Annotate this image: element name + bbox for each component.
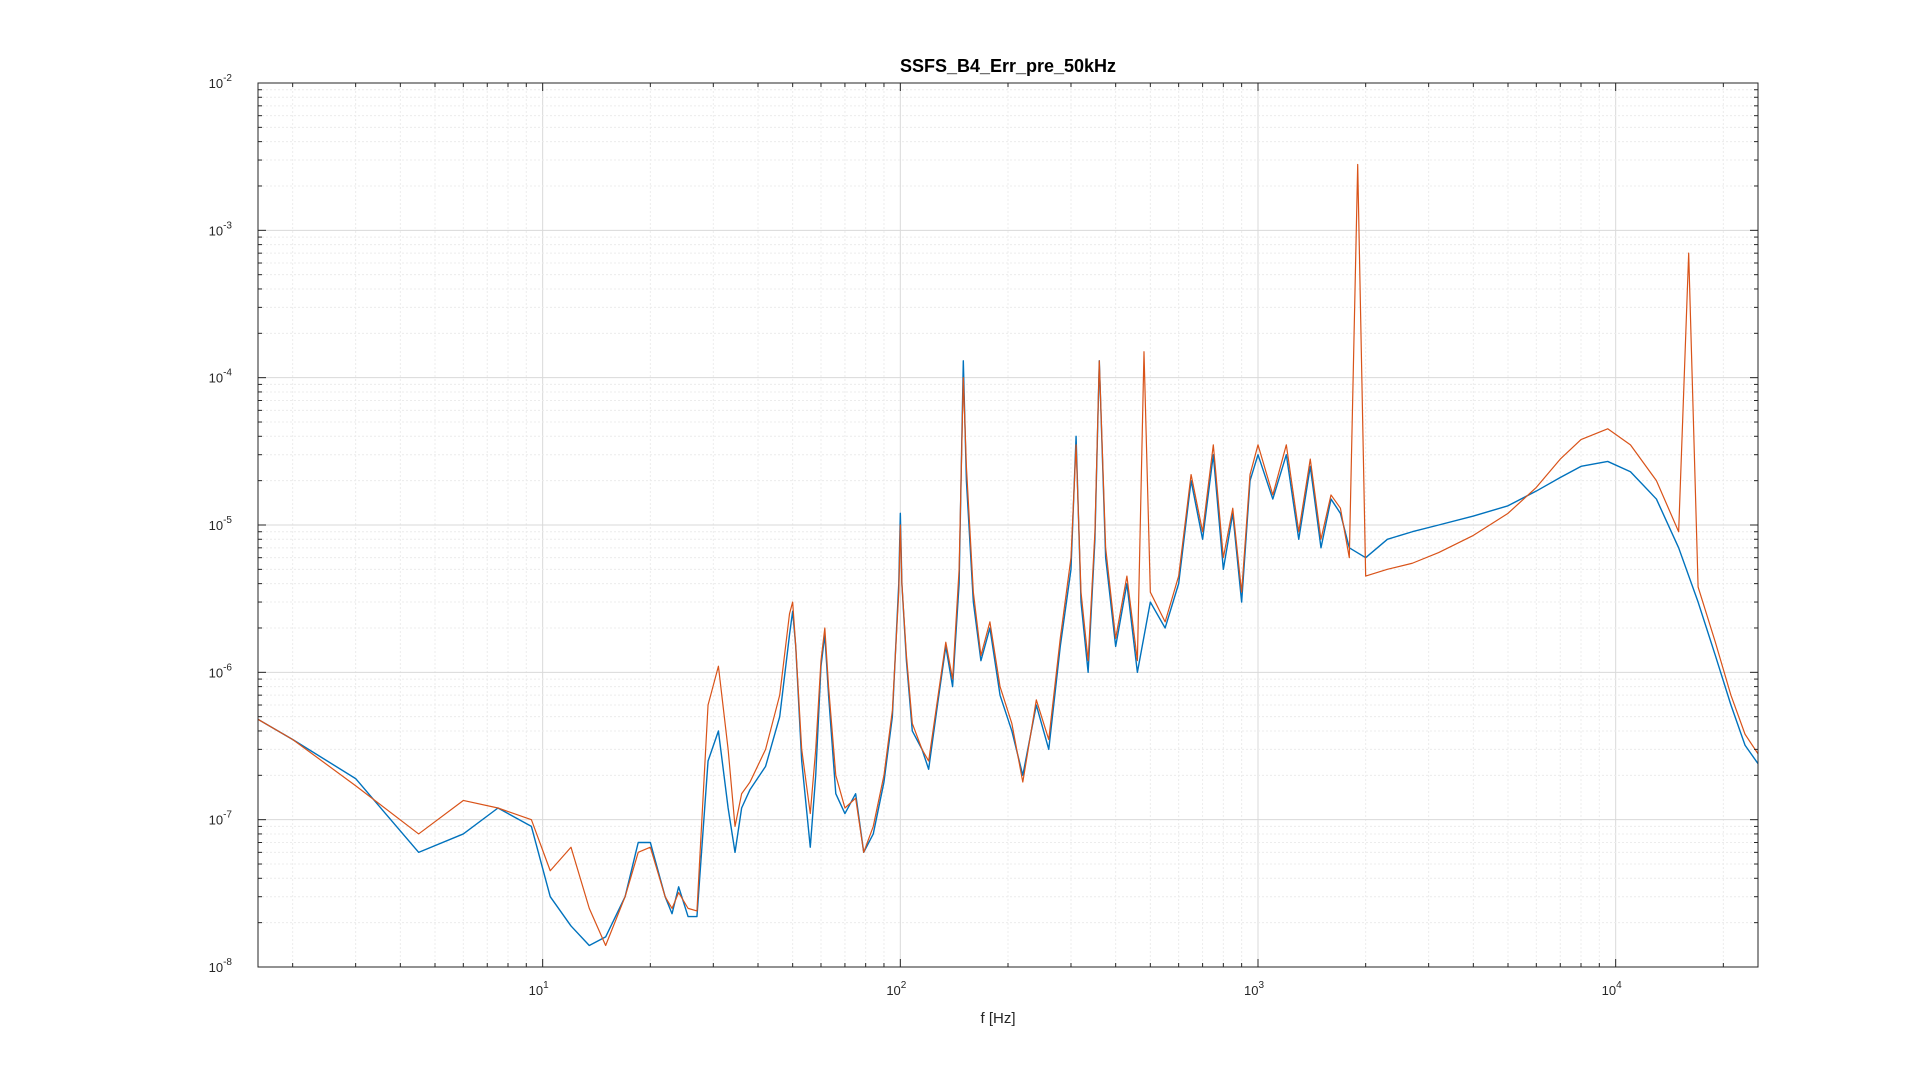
y-tick-label-exponent: -6: [223, 662, 232, 673]
x-tick-label: 102: [886, 980, 906, 998]
y-tick-label-base: 10: [209, 76, 223, 91]
series-group: [257, 163, 1759, 947]
x-tick-label-exponent: 2: [901, 980, 907, 991]
x-tick-label-exponent: 1: [543, 980, 549, 991]
y-tick-label-exponent: -4: [223, 368, 232, 379]
x-tick-label: 104: [1602, 980, 1622, 998]
x-tick-label-base: 10: [529, 983, 543, 998]
x-tick-label-exponent: 3: [1258, 980, 1264, 991]
y-tick-label-base: 10: [209, 371, 223, 386]
series-line-2: [257, 163, 1759, 947]
y-tick-label: 10-5: [209, 515, 233, 533]
y-tick-label-exponent: -2: [223, 73, 232, 84]
y-tick-label-base: 10: [209, 223, 223, 238]
x-tick-label-base: 10: [1244, 983, 1258, 998]
y-tick-label-base: 10: [209, 665, 223, 680]
x-axis-label: f [Hz]: [980, 1010, 1015, 1027]
x-tick-label-base: 10: [886, 983, 900, 998]
chart-title: SSFS_B4_Err_pre_50kHz: [900, 56, 1116, 76]
y-tick-label-exponent: -3: [223, 220, 232, 231]
y-tick-label-base: 10: [209, 960, 223, 975]
y-tick-label-base: 10: [209, 518, 223, 533]
y-tick-label-exponent: -7: [223, 810, 232, 821]
y-tick-label-exponent: -8: [223, 957, 232, 968]
y-tick-label: 10-7: [209, 810, 233, 828]
tick-marks: [258, 82, 1758, 968]
y-tick-label: 10-2: [209, 73, 233, 91]
x-tick-label-base: 10: [1602, 983, 1616, 998]
x-tick-label: 101: [529, 980, 549, 998]
y-tick-label: 10-6: [209, 662, 233, 680]
y-tick-label: 10-8: [209, 957, 233, 975]
y-tick-label: 10-3: [209, 220, 233, 238]
x-tick-label: 103: [1244, 980, 1264, 998]
y-tick-label-exponent: -5: [223, 515, 232, 526]
y-tick-label-base: 10: [209, 813, 223, 828]
x-tick-label-exponent: 4: [1616, 980, 1622, 991]
y-tick-label: 10-4: [209, 368, 233, 386]
